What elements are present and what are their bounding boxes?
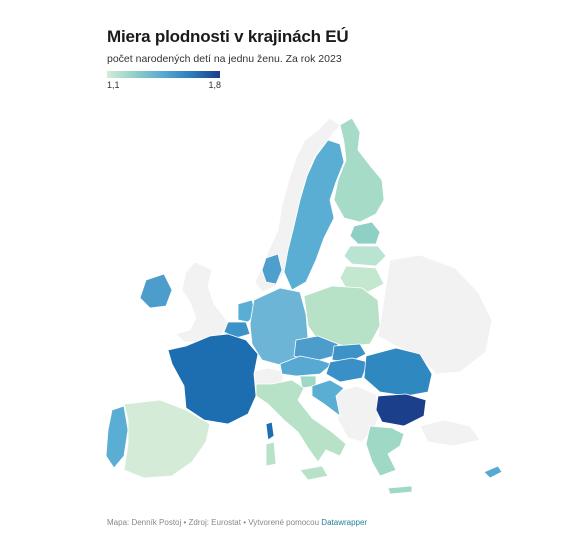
chart-subtitle: počet narodených detí na jednu ženu. Za …: [107, 53, 342, 65]
chart-title: Miera plodnosti v krajinách EÚ: [107, 27, 349, 46]
region-slovakia: [331, 343, 367, 363]
legend-gradient-bar: [107, 71, 220, 78]
region-ireland: [139, 273, 173, 309]
region-greece: [365, 425, 405, 477]
region-sardinia: [265, 441, 277, 467]
region-sweden: [283, 139, 345, 291]
region-uk: [175, 261, 229, 343]
region-crete: [387, 485, 413, 495]
chart-footer: Mapa: Denník Postoj • Zdroj: Eurostat • …: [107, 518, 367, 527]
region-spain: [123, 399, 211, 479]
region-turkey: [419, 419, 481, 447]
region-belgium: [223, 321, 251, 339]
region-cyprus: [483, 465, 503, 479]
footer-credit: Mapa: Denník Postoj • Zdroj: Eurostat • …: [107, 518, 322, 527]
region-austria: [279, 355, 333, 377]
region-east-europe: [377, 254, 493, 375]
region-portugal: [105, 405, 129, 469]
region-italy: [255, 379, 347, 463]
region-croatia: [311, 379, 345, 417]
color-legend: 1,1 1,8: [107, 71, 221, 92]
legend-labels: 1,1 1,8: [107, 80, 221, 92]
region-estonia: [349, 221, 381, 245]
region-poland: [303, 285, 381, 347]
region-sicily: [299, 465, 329, 481]
region-corsica: [265, 421, 275, 441]
datawrapper-link[interactable]: Datawrapper: [321, 518, 368, 527]
region-finland: [333, 117, 385, 223]
region-denmark: [261, 253, 283, 285]
region-romania: [363, 347, 433, 397]
region-hungary: [325, 357, 369, 383]
region-france: [167, 333, 259, 425]
legend-min-label: 1,1: [107, 80, 120, 90]
legend-max-label: 1,8: [208, 80, 221, 90]
region-bulgaria: [375, 393, 427, 427]
region-latvia: [343, 245, 387, 267]
